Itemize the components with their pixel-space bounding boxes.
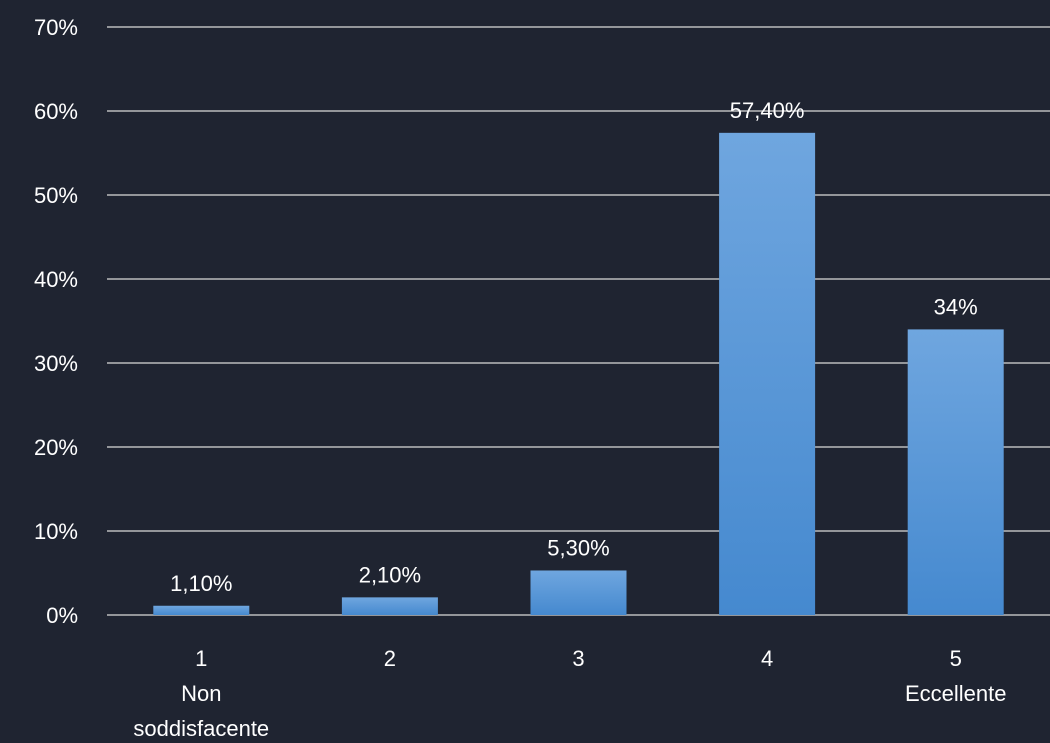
y-tick-label: 60%: [34, 99, 78, 124]
y-tick-label: 10%: [34, 519, 78, 544]
y-tick-label: 0%: [46, 603, 78, 628]
data-label: 1,10%: [170, 571, 232, 596]
bar-2: [341, 597, 438, 615]
x-category-label: 1: [195, 646, 207, 671]
bar-4: [719, 132, 816, 615]
x-category-label: 3: [572, 646, 584, 671]
bar-3: [530, 570, 627, 615]
bar-1: [153, 605, 250, 615]
x-axis-categories: 1 Non soddisfacente 2 3 4 5 Eccellente: [133, 646, 1006, 741]
data-labels: 1,10% 2,10% 5,30% 57,40% 34%: [170, 98, 978, 596]
x-category-label: 5: [950, 646, 962, 671]
x-category-sublabel: Non soddisfacente: [133, 681, 269, 741]
y-tick-label: 30%: [34, 351, 78, 376]
y-tick-label: 40%: [34, 267, 78, 292]
x-category-label: 4: [761, 646, 773, 671]
x-category-sublabel: Eccellente: [905, 681, 1007, 706]
x-category-label: 2: [384, 646, 396, 671]
data-label: 5,30%: [547, 535, 609, 560]
data-label: 57,40%: [730, 98, 805, 123]
y-axis-ticks: 0% 10% 20% 30% 40% 50% 60% 70%: [34, 15, 78, 628]
bar-5: [907, 329, 1004, 615]
y-tick-label: 20%: [34, 435, 78, 460]
y-tick-label: 70%: [34, 15, 78, 40]
data-label: 34%: [934, 294, 978, 319]
y-tick-label: 50%: [34, 183, 78, 208]
bars: [153, 132, 1004, 615]
gridlines: [107, 26, 1050, 616]
data-label: 2,10%: [359, 562, 421, 587]
